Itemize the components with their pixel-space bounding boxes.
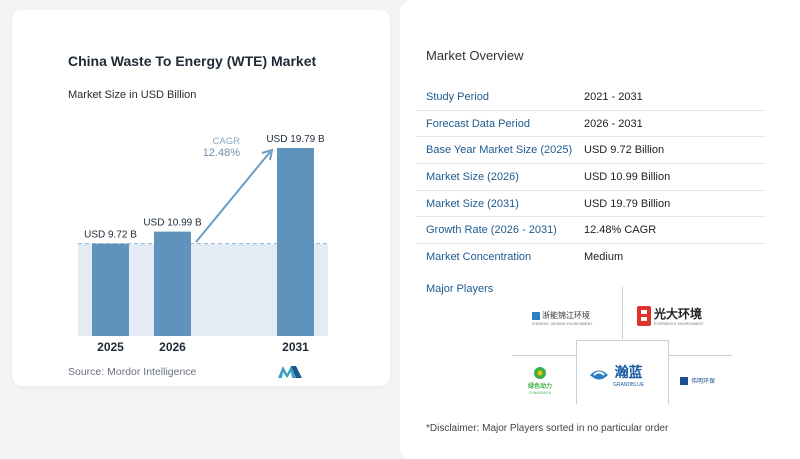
player-logo-grandblue: 瀚蓝 GRANDBLUE — [588, 362, 644, 388]
row-value: USD 9.72 Billion — [584, 144, 665, 157]
leaf-icon — [532, 311, 540, 320]
divider — [668, 355, 732, 356]
table-row: Market Size (2031) USD 19.79 Billion — [416, 191, 766, 218]
major-players-title: Major Players — [426, 283, 494, 295]
player-subname: EVERBRIGHT ENVIRONMENT — [654, 322, 704, 326]
divider — [576, 340, 577, 404]
player-name: 绿色动力 — [528, 384, 553, 390]
overview-title: Market Overview — [426, 48, 524, 63]
row-value: USD 19.79 Billion — [584, 197, 671, 210]
cagr-arrow-line — [195, 151, 271, 243]
disclaimer: *Disclaimer: Major Players sorted in no … — [426, 423, 669, 434]
table-row: Market Concentration Medium — [416, 244, 766, 271]
row-value: 2026 - 2031 — [584, 117, 643, 130]
grandblue-icon — [590, 370, 608, 380]
cagr-value: 12.48% — [203, 147, 241, 159]
cagr-label: CAGR — [213, 136, 241, 147]
overview-table: Study Period 2021 - 2031 Forecast Data Pe… — [416, 84, 766, 271]
divider — [668, 340, 669, 404]
bar-chart: USD 9.72 B 2025 USD 10.99 B 2026 USD 19.79 B… — [78, 134, 328, 354]
x-tick-2025: 2025 — [97, 340, 124, 354]
row-key: Market Size (2026) — [426, 170, 519, 183]
player-logo-dynagreen: 绿色动力 DYNAGREEN — [528, 366, 552, 395]
data-label-2031: USD 19.79 B — [266, 134, 325, 145]
data-label-2026: USD 10.99 B — [143, 218, 202, 229]
table-row: Study Period 2021 - 2031 — [416, 84, 766, 111]
divider — [622, 287, 623, 339]
divider — [576, 340, 668, 341]
everbright-icon — [637, 305, 651, 326]
overview-card — [400, 0, 800, 459]
x-tick-2026: 2026 — [159, 340, 186, 354]
player-subname: ZHENENG JINJIANG ENVIRONMENT — [532, 322, 593, 326]
chart-title: China Waste To Energy (WTE) Market — [68, 53, 317, 69]
bar-2026 — [154, 231, 191, 336]
row-key: Base Year Market Size (2025) — [426, 144, 573, 157]
row-value: Medium — [584, 251, 624, 264]
table-row: Market Size (2026) USD 10.99 Billion — [416, 164, 766, 191]
player-subname: GRANDBLUE — [613, 382, 645, 388]
player-name: 光大环境 — [654, 307, 703, 321]
source-label: Source: Mordor Intelligence — [68, 366, 197, 378]
bar-2025 — [92, 243, 129, 336]
data-label-2025: USD 9.72 B — [84, 230, 137, 241]
dynagreen-icon — [534, 367, 546, 379]
weiming-icon — [680, 376, 688, 385]
row-key: Market Concentration — [426, 251, 532, 264]
row-key: Study Period — [426, 90, 489, 103]
player-logo-weiming: 伟明环保 — [680, 376, 715, 385]
player-name: 伟明环保 — [691, 379, 716, 385]
table-row: Growth Rate (2026 - 2031) 12.48% CAGR — [416, 217, 766, 245]
cagr-arrow-head — [261, 148, 274, 161]
bar-2031 — [277, 147, 314, 336]
row-value: USD 10.99 Billion — [584, 170, 671, 183]
mordor-logo-icon — [278, 366, 302, 378]
player-logo-zhenneng: 浙能锦江环境 ZHENENG JINJIANG ENVIRONMENT — [532, 310, 592, 326]
chart-subtitle: Market Size in USD Billion — [68, 89, 197, 101]
row-value: 2021 - 2031 — [584, 90, 643, 103]
table-row: Forecast Data Period 2026 - 2031 — [416, 111, 766, 138]
row-key: Market Size (2031) — [426, 197, 519, 210]
row-value: 12.48% CAGR — [584, 224, 657, 237]
x-tick-2031: 2031 — [282, 340, 309, 354]
row-key: Forecast Data Period — [426, 117, 530, 130]
row-key: Growth Rate (2026 - 2031) — [426, 224, 557, 237]
player-name: 瀚蓝 — [614, 364, 643, 380]
player-name: 浙能锦江环境 — [542, 311, 590, 320]
player-subname: DYNAGREEN — [528, 391, 552, 395]
divider — [512, 355, 576, 356]
player-logo-everbright: 光大环境 EVERBRIGHT ENVIRONMENT — [637, 305, 704, 326]
table-row: Base Year Market Size (2025) USD 9.72 Bil… — [416, 137, 766, 165]
